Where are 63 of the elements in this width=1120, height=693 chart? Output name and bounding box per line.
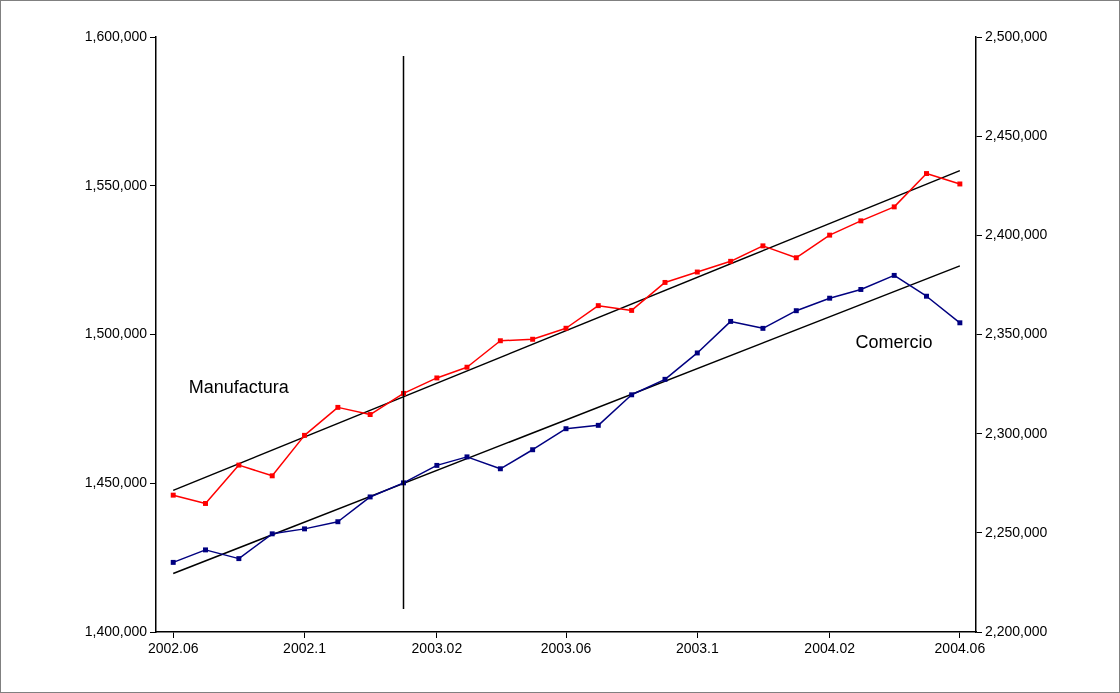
point <box>891 204 897 210</box>
y2-tick-label: 2,300,000 <box>985 424 1048 441</box>
point <box>728 318 734 324</box>
point <box>957 320 963 326</box>
series-label: Comercio <box>855 332 933 353</box>
point <box>530 336 536 342</box>
point <box>367 494 373 500</box>
x-tick-label: 2003.1 <box>675 640 719 657</box>
point <box>827 295 833 301</box>
point <box>694 350 700 356</box>
point <box>924 171 929 177</box>
point <box>595 303 601 309</box>
point <box>760 325 766 331</box>
point <box>629 392 635 398</box>
x-tick-label: 2003.06 <box>540 640 592 657</box>
point <box>891 272 897 278</box>
point <box>302 526 307 532</box>
x-tick-label: 2002.06 <box>147 640 199 657</box>
point <box>694 269 700 275</box>
point <box>335 519 341 525</box>
point <box>760 243 766 249</box>
point <box>434 375 440 381</box>
y-tick-label: 1,550,000 <box>84 176 148 193</box>
y2-tick-label: 2,500,000 <box>985 27 1048 44</box>
point <box>924 293 929 299</box>
x-tick-label: 2003.02 <box>411 640 463 657</box>
point <box>269 473 275 479</box>
y2-tick-label: 2,400,000 <box>985 226 1048 243</box>
point <box>497 338 503 344</box>
point <box>203 501 208 506</box>
x-tick-label: 2002.1 <box>283 640 327 657</box>
point <box>170 559 176 565</box>
y2-tick-label: 2,250,000 <box>985 523 1048 540</box>
point <box>957 181 963 187</box>
point <box>236 462 242 468</box>
point <box>530 447 536 453</box>
point <box>236 556 242 562</box>
text: Manufactura <box>188 377 290 398</box>
point <box>793 308 799 314</box>
point <box>827 232 833 238</box>
point <box>434 462 440 468</box>
point <box>269 531 275 537</box>
y-tick-label: 1,400,000 <box>84 622 148 639</box>
point <box>858 287 864 292</box>
point <box>302 432 307 438</box>
point <box>367 412 373 417</box>
y2-tick-label: 2,200,000 <box>985 622 1048 639</box>
x-tick-label: 2004.02 <box>804 640 856 657</box>
point <box>728 258 734 264</box>
point <box>595 422 601 428</box>
point <box>170 492 176 498</box>
point <box>203 547 208 553</box>
point <box>335 404 341 410</box>
point <box>858 218 864 224</box>
y2-tick-label: 2,350,000 <box>985 325 1048 342</box>
y-tick-label: 1,450,000 <box>84 474 148 491</box>
point <box>793 255 799 261</box>
point <box>629 307 635 313</box>
y2-tick-label: 2,450,000 <box>985 127 1048 144</box>
x-tick-label: 2004.06 <box>934 640 986 657</box>
y-tick-label: 1,600,000 <box>84 27 148 44</box>
point <box>497 466 503 472</box>
y-tick-label: 1,500,000 <box>84 325 148 342</box>
